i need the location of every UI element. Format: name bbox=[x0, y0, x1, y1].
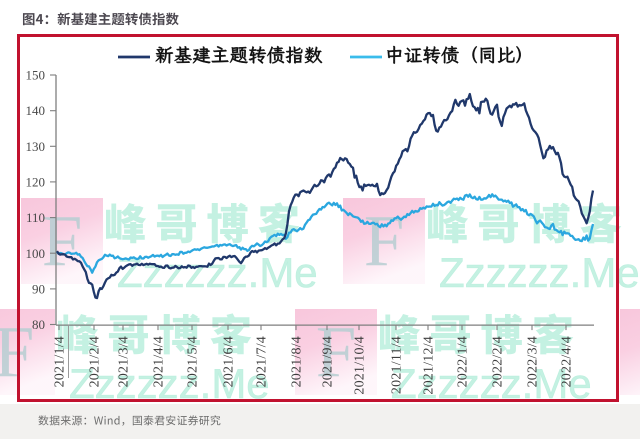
svg-text:2021/8/4: 2021/8/4 bbox=[290, 336, 305, 387]
svg-text:2021/5/4: 2021/5/4 bbox=[186, 336, 201, 387]
svg-text:130: 130 bbox=[26, 139, 46, 154]
svg-text:2021/12/4: 2021/12/4 bbox=[422, 336, 437, 395]
svg-text:2021/1/4: 2021/1/4 bbox=[53, 336, 68, 387]
svg-text:2022/2/4: 2022/2/4 bbox=[491, 336, 506, 387]
svg-text:2021/10/4: 2021/10/4 bbox=[353, 336, 368, 395]
svg-text:2021/9/4: 2021/9/4 bbox=[321, 336, 336, 387]
svg-text:Zzzzzz.Me: Zzzzzz.Me bbox=[117, 249, 318, 296]
svg-text:2022/3/4: 2022/3/4 bbox=[526, 336, 541, 387]
svg-text:Zzzzzz.Me: Zzzzzz.Me bbox=[439, 249, 640, 296]
svg-text:2021/6/4: 2021/6/4 bbox=[222, 336, 237, 387]
svg-text:2021/2/4: 2021/2/4 bbox=[88, 336, 103, 387]
svg-text:2022/4/4: 2022/4/4 bbox=[560, 336, 575, 387]
svg-text:120: 120 bbox=[26, 174, 46, 189]
svg-text:100: 100 bbox=[26, 246, 46, 261]
svg-text:2021/11/4: 2021/11/4 bbox=[390, 336, 405, 394]
svg-text:110: 110 bbox=[26, 210, 45, 225]
svg-text:2021/3/4: 2021/3/4 bbox=[117, 336, 132, 387]
svg-text:2022/1/4: 2022/1/4 bbox=[456, 336, 471, 387]
svg-text:F: F bbox=[364, 200, 405, 281]
svg-text:150: 150 bbox=[26, 68, 46, 83]
svg-text:F: F bbox=[42, 200, 83, 281]
svg-text:2021/4/4: 2021/4/4 bbox=[152, 336, 167, 387]
svg-text:90: 90 bbox=[32, 281, 45, 296]
svg-text:140: 140 bbox=[26, 103, 46, 118]
svg-text:2021/7/4: 2021/7/4 bbox=[255, 336, 270, 387]
svg-text:80: 80 bbox=[32, 317, 45, 332]
